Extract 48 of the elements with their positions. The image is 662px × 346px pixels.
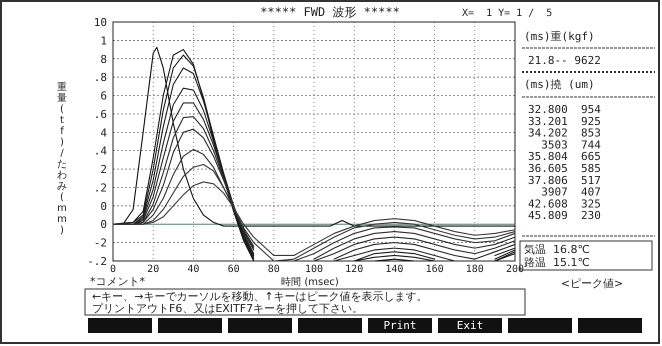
text: 36.605 585	[528, 162, 601, 175]
y2-tick-label: 10	[94, 16, 107, 29]
x-tick-label: 180	[466, 264, 484, 275]
y2-tick-label: 4	[100, 126, 108, 140]
x-tick-label: 120	[345, 264, 364, 275]
text: Exit	[456, 319, 484, 332]
x-tick-label: 20	[147, 264, 160, 275]
chart-subtitle: X= 1 Y= 1 / 5	[462, 8, 552, 19]
text: (ms)撓 (um)	[524, 78, 595, 91]
text: 45.809 230	[528, 209, 601, 222]
x-tick-label: 40	[187, 264, 200, 275]
y2-tick-label: 8	[100, 52, 107, 66]
x-tick-label: 100	[304, 264, 324, 275]
y-tick-label: 1	[100, 34, 107, 48]
text: <ピーク値>	[560, 277, 624, 290]
y2-tick-label: 2	[100, 163, 107, 176]
y-tick-label: .6	[94, 108, 107, 121]
chart-title: ***** FWD 波形 *****	[260, 5, 400, 19]
y2-tick-label: -2	[94, 236, 107, 250]
text: 35.804 665	[528, 150, 601, 164]
y-tick-label: 0	[100, 218, 107, 232]
x-tick-label: 140	[385, 264, 404, 275]
text: (ms)重(kgf)	[524, 30, 595, 43]
y-tick-label: .4	[94, 144, 108, 158]
x-tick-label: 160	[426, 264, 444, 275]
text: プリントアウトF6、又はEXITF7キーを押して下さい。	[92, 302, 364, 315]
x-axis-title: 時間 (msec)	[281, 276, 339, 288]
text: 33.201 925	[528, 114, 601, 128]
text: 21.8-- 9622	[528, 54, 601, 67]
text: ←キー、→キーでカーソルを移動、↑キーはピーク値を表示します。	[92, 290, 428, 303]
text: 重量(tf)/たわみ(mm)	[57, 82, 67, 236]
y-tick-label: .2	[94, 181, 107, 194]
text: 3907 407	[528, 186, 601, 199]
text: *コメント*	[90, 275, 146, 288]
text: 37.806 517	[528, 174, 601, 187]
text: 気温 16.8℃	[524, 243, 590, 256]
y-tick-label: -.2	[87, 255, 107, 268]
text: 路温 15.1℃	[524, 256, 590, 269]
text: Print	[383, 319, 417, 332]
text: 34.202 853	[528, 126, 601, 140]
x-tick-label: 60	[228, 264, 240, 275]
x-tick-label: 80	[268, 264, 280, 275]
y-tick-label: .8	[94, 71, 107, 84]
x-tick-label: 0	[110, 264, 116, 275]
text: 42.608 325	[528, 197, 601, 210]
text: 3503 744	[528, 138, 602, 152]
y2-tick-label: 6	[100, 90, 107, 103]
text: 32.800 954	[528, 103, 602, 116]
